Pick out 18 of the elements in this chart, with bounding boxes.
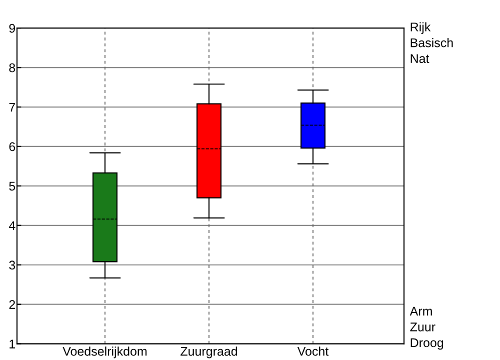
x-tick-label: Voedselrijkdom [62, 346, 147, 358]
y-tick-label: 2 [9, 300, 15, 309]
y-tick-label: 4 [8, 221, 16, 230]
text: Arm [410, 306, 432, 316]
text: Droog [410, 338, 444, 350]
text: Zuur [410, 322, 436, 332]
text: Basisch [410, 38, 453, 48]
y-tick-label: 7 [9, 102, 15, 112]
x-tick-label: Zuurgraad [180, 346, 238, 358]
y-tick-label: 8 [9, 63, 16, 72]
y-tick-label: 5 [9, 182, 16, 191]
y-tick-label: 1 [10, 340, 15, 348]
y-tick-label: 3 [9, 260, 16, 270]
x-tick-label: Vocht [297, 346, 329, 356]
text: Nat [410, 54, 430, 64]
y-tick-label: 6 [9, 142, 16, 152]
text: Rijk [410, 22, 431, 34]
y-tick-label: 9 [9, 24, 16, 33]
